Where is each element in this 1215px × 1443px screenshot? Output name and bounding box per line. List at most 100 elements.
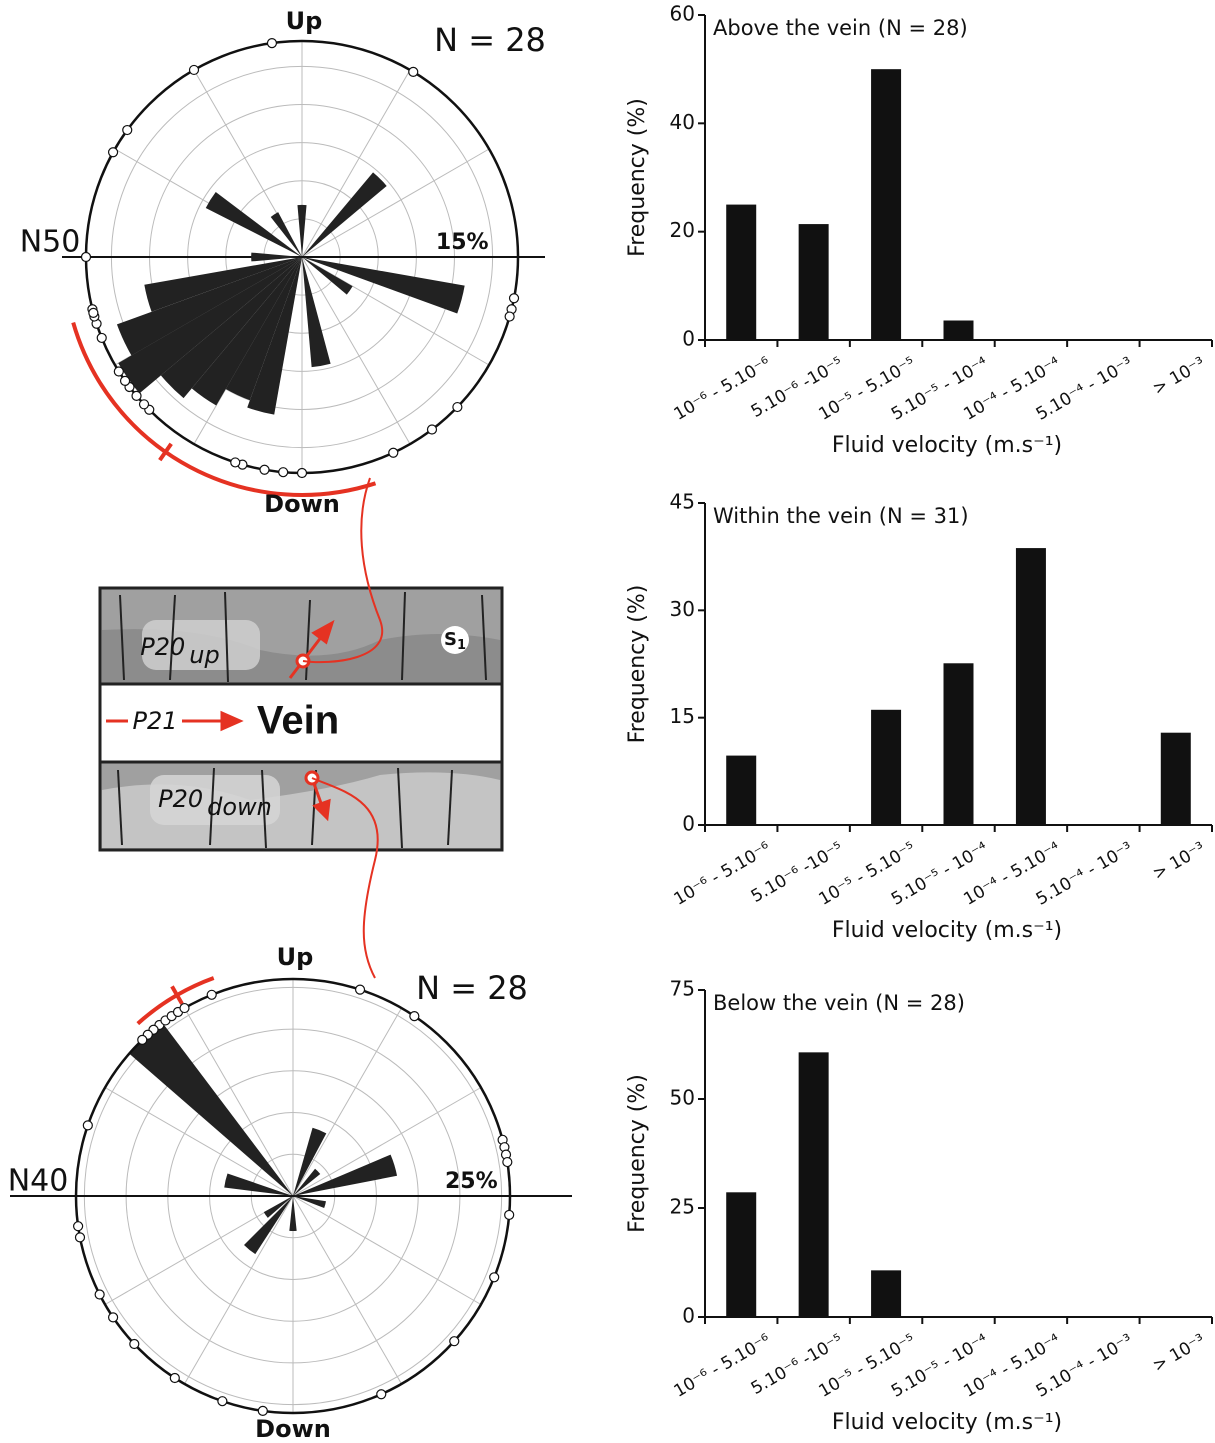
measurement-dot: [107, 147, 119, 158]
s1-label: S1: [444, 629, 466, 653]
petal: [293, 1154, 398, 1196]
grid-spoke: [292, 1195, 482, 1305]
measurement-dot: [257, 1405, 268, 1416]
measurement-dot: [122, 124, 133, 136]
measurement-dot: [259, 464, 270, 475]
x-tick-label: > 10⁻³: [1149, 1330, 1208, 1376]
y-tick-label: 50: [670, 1086, 695, 1110]
grid-spoke: [292, 1007, 402, 1197]
upper-label-sub: up: [189, 641, 219, 669]
y-tick-label: 40: [670, 110, 695, 134]
petal: [129, 1022, 293, 1196]
measurement-dot: [230, 457, 241, 468]
petal: [144, 257, 302, 312]
y-tick-label: 15: [670, 704, 695, 728]
petal: [247, 257, 302, 415]
measurement-dot: [449, 1336, 460, 1347]
y-tick-label: 20: [670, 218, 695, 242]
y-tick-label: 0: [682, 812, 695, 836]
petal: [251, 252, 302, 262]
x-axis-label: Fluid velocity (m.s⁻¹): [832, 1410, 1062, 1435]
y-axis-label: Frequency (%): [625, 1074, 650, 1233]
measurement-dot: [266, 38, 278, 49]
measurement-dot: [217, 1396, 228, 1407]
petal: [293, 1196, 326, 1208]
y-tick-label: 45: [670, 490, 695, 514]
rose-title: N = 28: [416, 969, 528, 1007]
grid-spoke: [301, 256, 411, 445]
grid-spoke: [292, 1087, 482, 1197]
petal: [224, 1173, 293, 1196]
down-label: Down: [255, 1415, 331, 1443]
measurement-dot: [107, 1312, 119, 1323]
petal: [302, 257, 331, 368]
measurement-dot: [504, 1209, 515, 1221]
petal: [302, 257, 353, 295]
upper-label: P20 up: [140, 633, 219, 669]
bar: [943, 320, 974, 340]
measurement-dot: [169, 1372, 180, 1384]
measurement-dot: [82, 1120, 93, 1131]
up-label: Up: [286, 7, 323, 35]
bar: [943, 663, 974, 825]
measurement-dot: [73, 1221, 84, 1232]
petal: [297, 204, 307, 257]
grid-spoke: [301, 256, 490, 366]
vein-label: Vein: [257, 699, 339, 743]
bar: [726, 1192, 757, 1317]
grid-spoke: [184, 1195, 294, 1385]
x-axis-label: Fluid velocity (m.s⁻¹): [832, 918, 1062, 943]
bar: [1160, 732, 1191, 825]
lower-label-main: P20: [158, 785, 203, 813]
petal: [289, 1196, 297, 1232]
measurement-dot: [188, 64, 200, 76]
r-tick-label: 25%: [445, 1169, 498, 1194]
x-tick-label: > 10⁻³: [1149, 838, 1208, 884]
s1-sub: 1: [457, 638, 466, 653]
grid-spoke: [104, 1087, 294, 1197]
petal: [160, 257, 302, 399]
grid-spoke: [184, 1007, 294, 1197]
connectors: [302, 477, 384, 979]
measurement-dot: [278, 467, 289, 478]
measurement-dot: [131, 390, 142, 401]
petal: [118, 257, 303, 394]
bar: [871, 69, 902, 341]
measurement-dot: [129, 1338, 140, 1350]
measurement-dot: [489, 1272, 500, 1283]
petal: [263, 1196, 293, 1218]
measurement-dot: [138, 399, 150, 410]
grid-spoke: [292, 1195, 402, 1385]
measurement-dot: [179, 1002, 190, 1014]
measurement-dot: [96, 332, 107, 344]
bar: [1015, 548, 1046, 825]
petal: [270, 212, 302, 257]
measurement-dot: [206, 989, 217, 1000]
vein: [98, 682, 504, 764]
chart-title: Within the vein (N = 31): [713, 504, 969, 528]
grid-spoke: [104, 1195, 294, 1305]
bar: [871, 1270, 902, 1317]
measurement-dot: [426, 424, 438, 435]
measurement-dot: [74, 1232, 86, 1243]
measurement-dot: [113, 366, 124, 377]
measurement-dot: [504, 311, 515, 322]
r-tick-label: 15%: [436, 230, 489, 255]
y-tick-label: 0: [682, 1304, 695, 1328]
azimuth-label: N50: [20, 225, 81, 260]
y-tick-label: 60: [670, 2, 695, 26]
petal: [302, 257, 465, 314]
grid-spoke: [301, 69, 411, 258]
chart-title: Above the vein (N = 28): [713, 16, 968, 40]
y-tick-label: 30: [670, 597, 695, 621]
outer-circle: [74, 977, 512, 1415]
y-axis-label: Frequency (%): [625, 98, 650, 257]
measurement-dot: [452, 401, 463, 413]
measurement-dot: [119, 375, 131, 386]
petal: [293, 1168, 321, 1196]
label-box: [150, 775, 280, 825]
s1-badge: [441, 626, 469, 654]
azimuth-label: N40: [8, 1164, 69, 1199]
measurement-dot: [409, 1010, 420, 1022]
bar: [726, 755, 757, 825]
